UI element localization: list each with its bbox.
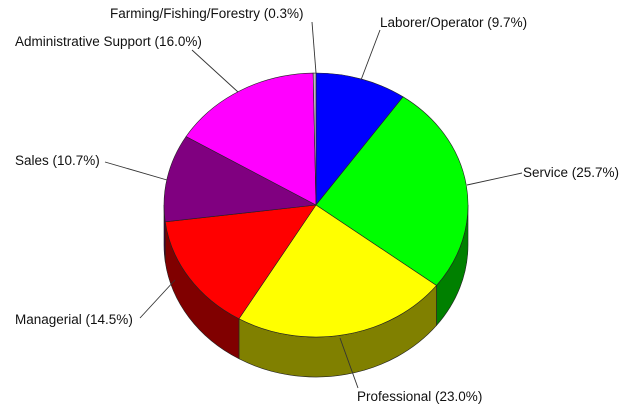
slice-label-administrative-support: Administrative Support (16.0%) <box>15 34 202 49</box>
slice-administrative-support <box>185 72 317 206</box>
label-leader-lines <box>104 21 523 389</box>
slice-label-sales: Sales (10.7%) <box>15 153 100 168</box>
slice-managerial <box>164 204 317 320</box>
leader-line-service <box>466 172 523 186</box>
leader-line-sales <box>104 161 168 181</box>
slice-label-farming-fishing-forestry: Farming/Fishing/Forestry (0.3%) <box>110 6 304 21</box>
pie-slices <box>163 72 469 338</box>
leader-line-administrative-support <box>191 49 239 93</box>
slice-label-professional: Professional (23.0%) <box>357 389 482 404</box>
slice-professional <box>238 204 437 338</box>
slice-label-service: Service (25.7%) <box>523 165 619 180</box>
leader-line-laborer-operator <box>360 29 381 81</box>
leader-line-managerial <box>139 279 176 319</box>
slice-label-managerial: Managerial (14.5%) <box>15 312 133 327</box>
slice-label-laborer-operator: Laborer/Operator (9.7%) <box>380 15 527 30</box>
leader-line-professional <box>339 337 359 389</box>
slice-sales <box>163 136 318 223</box>
slice-service <box>315 96 469 286</box>
slice-labels: Laborer/Operator (9.7%) Service (25.7%) Pr… <box>15 6 619 404</box>
leader-line-farming-fishing-forestry <box>311 21 317 74</box>
